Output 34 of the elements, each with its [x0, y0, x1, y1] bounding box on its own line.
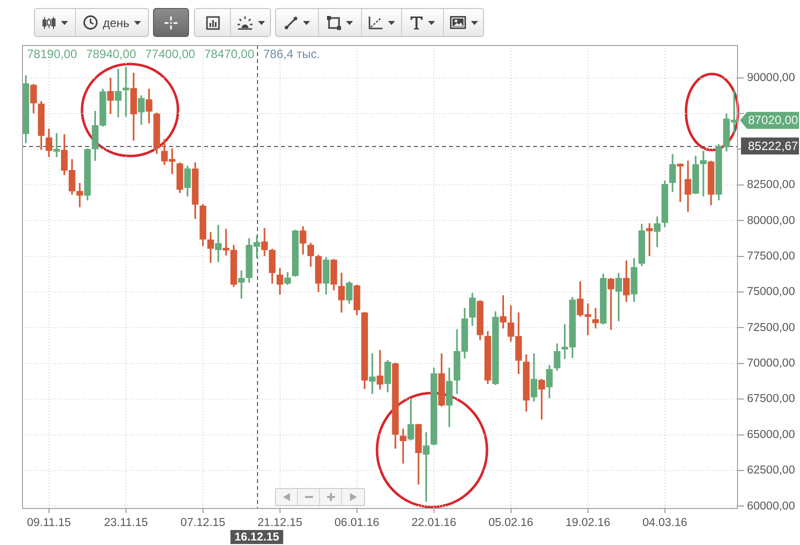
y-tick-label: 70000,00 — [747, 358, 795, 370]
candlestick — [122, 66, 130, 117]
candlestick — [608, 278, 614, 330]
candlestick — [646, 223, 653, 256]
ref-line-label: 85222,67 — [748, 138, 798, 153]
x-tick-label: 23.11.15 — [104, 517, 148, 530]
annotation: 78940,00 — [86, 47, 136, 61]
annotation: 78470,00 — [204, 47, 254, 61]
y-tick-label: 60000,00 — [747, 500, 795, 512]
x-tick-label: 19.02.16 — [565, 517, 610, 530]
y-tick-label: 62500,00 — [747, 464, 795, 477]
x-tick-label: 22.01.16 — [412, 517, 456, 530]
x-tick-label: 21.12.15 — [258, 517, 302, 530]
y-tick-label: 75000,00 — [747, 286, 795, 298]
x-tick-label: 16.12.15 — [234, 532, 280, 544]
candlestick — [592, 308, 599, 328]
y-tick-label: 77500,00 — [747, 250, 795, 262]
x-tick-label: 04.03.16 — [642, 517, 688, 530]
x-tick-label: 07.12.15 — [180, 517, 226, 530]
annotation: 786,4 тыс. — [263, 47, 320, 61]
y-tick-label: 67500,00 — [747, 393, 795, 406]
candlestick — [376, 350, 384, 390]
x-tick-label: 06.01.16 — [334, 517, 380, 530]
annotation: 77400,00 — [145, 47, 196, 61]
y-tick-label: 65000,00 — [747, 428, 795, 441]
y-tick-label: 80000,00 — [747, 214, 795, 227]
interval-label: день — [102, 16, 130, 30]
x-tick-label: 05.02.16 — [488, 517, 534, 530]
y-tick-label: 82500,00 — [747, 179, 795, 192]
annotation: 78190,00 — [27, 47, 78, 61]
y-tick-label: 90000,00 — [747, 72, 795, 84]
y-tick-label: 72500,00 — [747, 322, 795, 334]
text: 87020,00 — [748, 113, 798, 128]
x-tick-label: 09.11.15 — [26, 517, 71, 530]
